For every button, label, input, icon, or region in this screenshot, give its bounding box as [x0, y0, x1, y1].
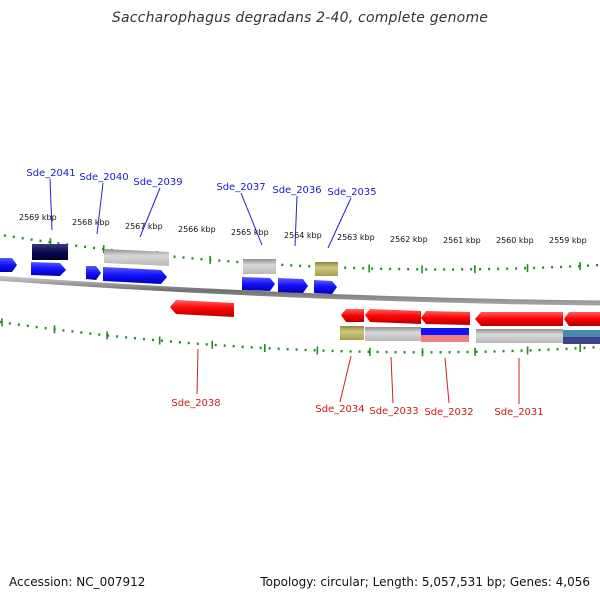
leader-line [196, 348, 199, 395]
gene-arrow[interactable] [86, 266, 101, 280]
gene-arrow[interactable] [421, 311, 470, 325]
leader-line [390, 356, 394, 404]
gene-label[interactable]: Sde_2034 [315, 404, 364, 415]
genome-backbone [0, 275, 600, 306]
scale-label: 2566 kbp [178, 225, 216, 234]
gene-block[interactable] [563, 330, 600, 337]
gene-label[interactable]: Sde_2037 [216, 182, 265, 193]
gene-arrow[interactable] [564, 312, 600, 326]
forward-genes [0, 258, 337, 294]
leader-line [240, 192, 263, 246]
gene-arrow[interactable] [170, 300, 234, 317]
gene-block[interactable] [421, 335, 469, 342]
leader-line [327, 197, 352, 249]
gene-arrow[interactable] [365, 309, 421, 324]
scale-label: 2562 kbp [390, 235, 428, 244]
outer-scale-ring [0, 233, 600, 271]
gene-label[interactable]: Sde_2031 [494, 407, 543, 418]
leader-line [444, 357, 450, 404]
scale-label: 2563 kbp [337, 233, 375, 242]
scale-label: 2559 kbp [549, 236, 587, 245]
scale-labels: 2569 kbp 2568 kbp 2567 kbp 2566 kbp 2565… [19, 213, 587, 245]
leader-line [294, 195, 298, 247]
leader-line [139, 187, 161, 238]
gene-label[interactable]: Sde_2040 [79, 172, 128, 183]
gene-block[interactable] [563, 337, 600, 344]
gene-arrow[interactable] [31, 262, 66, 276]
gene-label[interactable]: Sde_2038 [171, 398, 220, 409]
major-tick-group [1, 238, 581, 357]
leader-lines-top [49, 178, 352, 249]
gene-arrow[interactable] [341, 309, 364, 322]
leader-lines-bottom [196, 348, 520, 404]
gene-arrow[interactable] [103, 267, 167, 284]
top-gene-labels: Sde_2041 Sde_2040 Sde_2039 Sde_2037 Sde_… [26, 168, 376, 198]
gene-block[interactable] [315, 262, 338, 276]
gene-block[interactable] [32, 244, 68, 260]
gene-label[interactable]: Sde_2035 [327, 187, 376, 198]
gene-block[interactable] [243, 259, 276, 274]
gene-label[interactable]: Sde_2032 [424, 407, 473, 418]
gene-label[interactable]: Sde_2036 [272, 185, 321, 196]
upper-track-genes [32, 244, 338, 276]
gene-arrow[interactable] [242, 277, 275, 291]
topology-label: Topology: circular; Length: 5,057,531 bp… [260, 575, 590, 589]
gene-arrow[interactable] [0, 258, 17, 272]
reverse-genes [170, 300, 600, 326]
gene-arrow[interactable] [314, 280, 337, 294]
gene-block[interactable] [421, 328, 469, 335]
gene-arrow[interactable] [475, 312, 563, 326]
genome-title: Saccharophagus degradans 2-40, complete … [111, 10, 489, 26]
gene-block[interactable] [476, 329, 563, 343]
accession-label: Accession: NC_007912 [9, 575, 146, 589]
bottom-gene-labels: Sde_2038 Sde_2034 Sde_2033 Sde_2032 Sde_… [171, 398, 543, 418]
gene-arrow[interactable] [278, 278, 308, 293]
gene-block[interactable] [340, 326, 364, 340]
scale-label: 2569 kbp [19, 213, 57, 222]
scale-label: 2560 kbp [496, 236, 534, 245]
gene-label[interactable]: Sde_2033 [369, 406, 418, 417]
gene-block[interactable] [365, 327, 421, 341]
leader-line [96, 182, 104, 235]
scale-label: 2564 kbp [284, 231, 322, 240]
lower-track-genes [340, 326, 600, 344]
scale-label: 2561 kbp [443, 236, 481, 245]
gene-label[interactable]: Sde_2041 [26, 168, 75, 179]
leader-line [339, 355, 352, 403]
gene-block[interactable] [104, 249, 169, 266]
gene-label[interactable]: Sde_2039 [133, 177, 182, 188]
scale-label: 2568 kbp [72, 218, 110, 227]
leader-line [49, 178, 53, 231]
scale-label: 2565 kbp [231, 228, 269, 237]
